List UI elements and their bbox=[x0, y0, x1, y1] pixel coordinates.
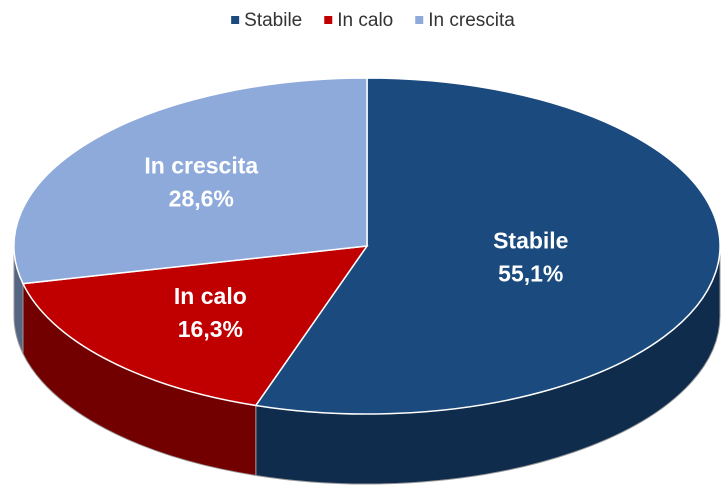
slice-label: Stabile bbox=[493, 228, 568, 254]
legend-label: In crescita bbox=[428, 10, 515, 31]
slice-value: 16,3% bbox=[178, 316, 243, 342]
slice bbox=[21, 245, 369, 407]
slice-value: 28,6% bbox=[169, 185, 234, 211]
legend-label: In calo bbox=[337, 10, 393, 31]
slice-value: 55,1% bbox=[498, 261, 563, 287]
slice-label: In calo bbox=[174, 283, 247, 309]
slice-label: In crescita bbox=[144, 152, 258, 178]
legend-swatch bbox=[324, 16, 333, 24]
slice bbox=[13, 77, 368, 285]
legend-label: Stabile bbox=[244, 10, 302, 31]
slice bbox=[254, 77, 721, 415]
legend-swatch bbox=[231, 16, 240, 24]
legend: Stabile In calo In crescita bbox=[231, 10, 515, 31]
legend-swatch bbox=[415, 16, 424, 24]
